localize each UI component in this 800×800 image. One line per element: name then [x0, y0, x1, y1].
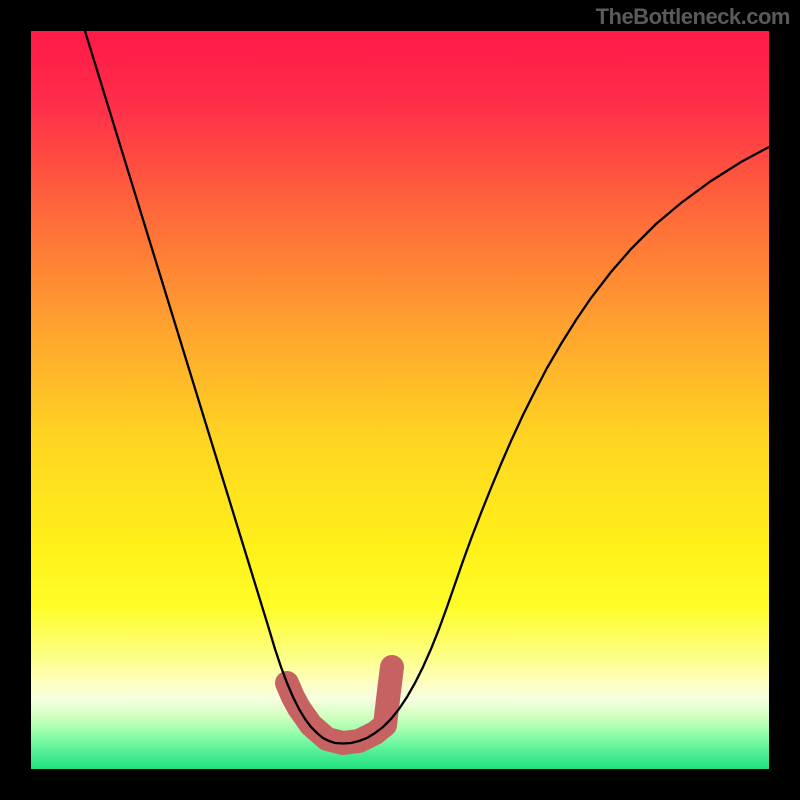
curve-layer: [31, 31, 769, 769]
bottleneck-curve: [85, 31, 769, 744]
watermark-text: TheBottleneck.com: [596, 4, 790, 30]
plot-area: [31, 31, 769, 769]
